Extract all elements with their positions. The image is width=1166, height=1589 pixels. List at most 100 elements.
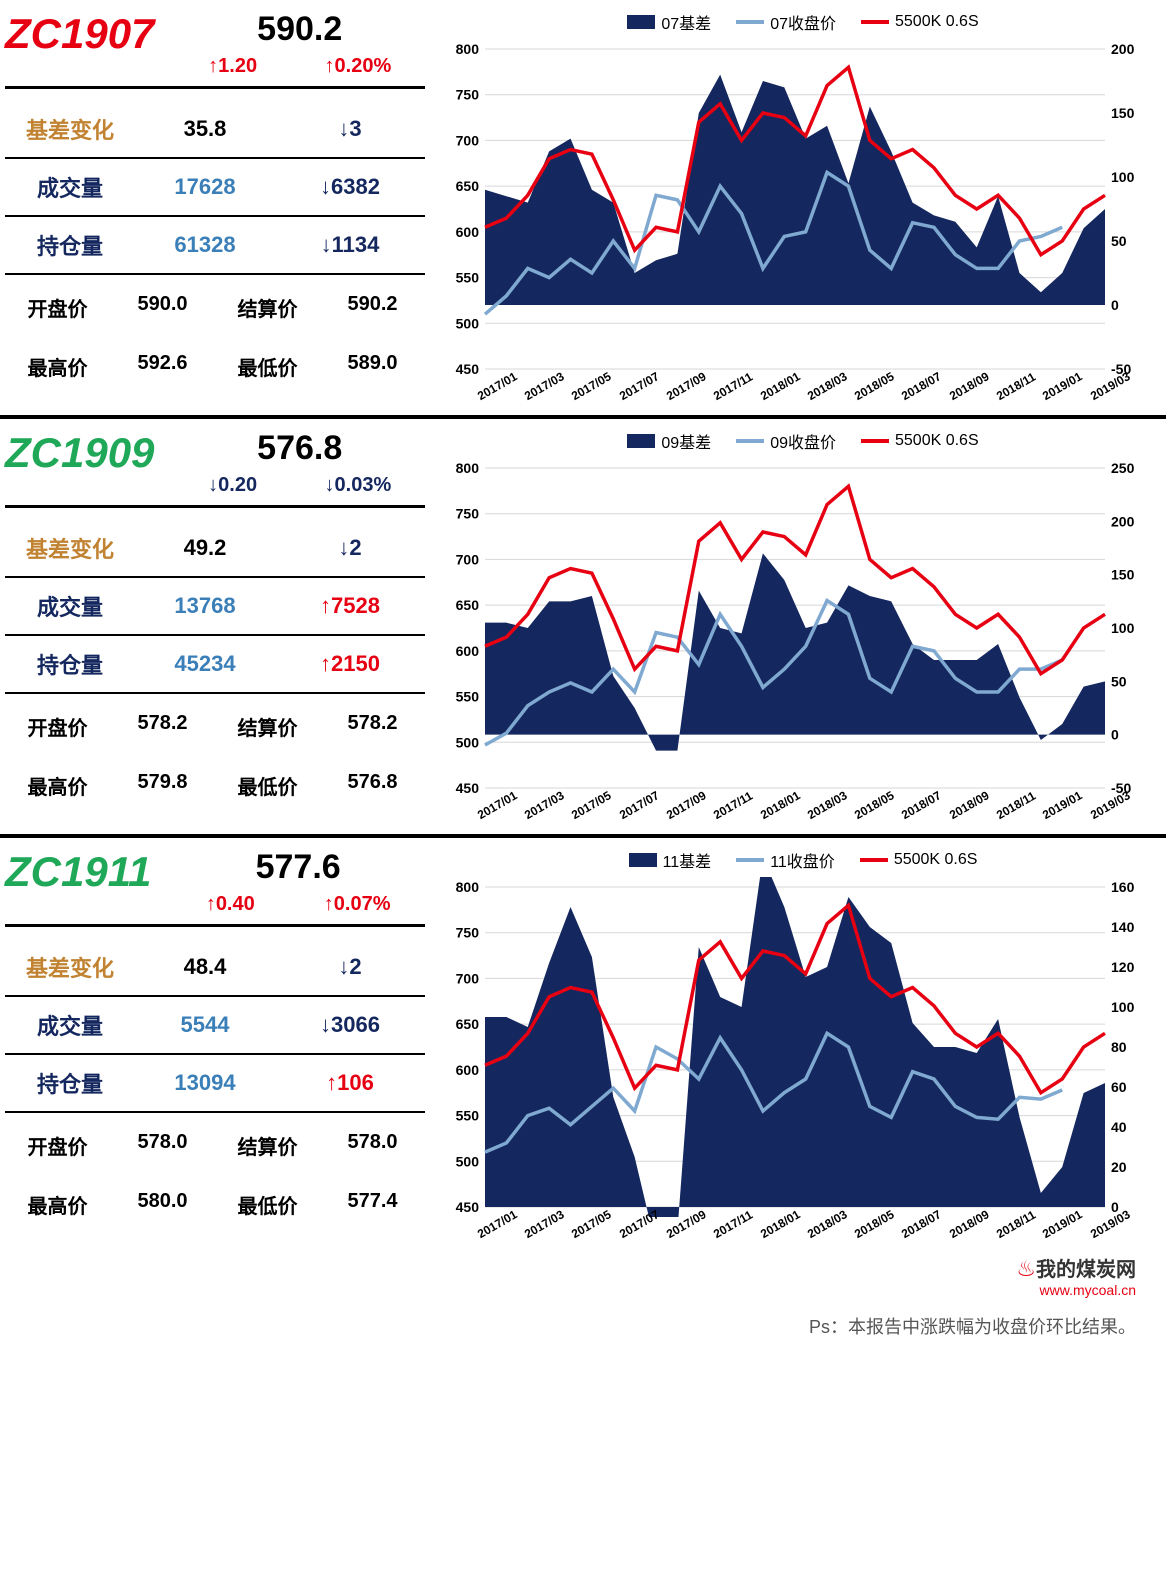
sub-value: 589.0 (320, 352, 425, 381)
last-price: 577.6 (171, 848, 425, 887)
svg-text:140: 140 (1111, 919, 1135, 935)
chart-area: 07基差07收盘价5500K 0.6S450500550600650700750… (425, 10, 1161, 405)
legend-swatch (736, 20, 764, 24)
chart-canvas: 450500550600650700750800-500501001502002… (445, 458, 1161, 798)
sub-value: 578.0 (320, 1131, 425, 1160)
metric-value: 48.4 (135, 954, 275, 980)
panel-ZC1907: ZC1907590.2↑1.20↑0.20%基差变化35.8↓3成交量17628… (0, 0, 1166, 419)
svg-text:650: 650 (456, 1016, 480, 1032)
legend-item: 09基差 (627, 429, 711, 453)
svg-text:450: 450 (456, 1199, 480, 1215)
footer-note: Ps：本报告中涨跌幅为收盘价环比结果。 (0, 1298, 1166, 1344)
metric-delta: ↓2 (275, 954, 425, 980)
sub-value: 592.6 (110, 352, 215, 381)
legend-item: 07基差 (627, 10, 711, 34)
price-grid: 开盘价578.0结算价578.0最高价580.0最低价577.4 (5, 1131, 425, 1219)
legend-swatch (627, 15, 655, 29)
ticker-symbol: ZC1907 (5, 10, 174, 58)
svg-text:600: 600 (456, 1062, 480, 1078)
legend-swatch (861, 439, 889, 443)
metric-row: 成交量5544↓3066 (5, 997, 425, 1055)
change-abs: ↓0.20 (208, 474, 257, 497)
sub-label: 最低价 (215, 771, 320, 800)
metric-value: 17628 (135, 174, 275, 200)
chart-area: 09基差09收盘价5500K 0.6S450500550600650700750… (425, 429, 1161, 824)
metric-value: 13094 (135, 1070, 275, 1096)
sub-value: 578.0 (110, 1131, 215, 1160)
metric-label: 基差变化 (5, 532, 135, 564)
svg-text:0: 0 (1111, 727, 1119, 743)
sub-label: 最高价 (5, 771, 110, 800)
metric-label: 成交量 (5, 1009, 135, 1041)
flame-icon: ♨ (1016, 1256, 1036, 1281)
metric-row: 基差变化35.8↓3 (5, 101, 425, 159)
svg-text:750: 750 (456, 925, 480, 941)
legend-item: 5500K 0.6S (860, 848, 978, 872)
metric-label: 持仓量 (5, 1067, 135, 1099)
legend-item: 09收盘价 (736, 429, 836, 453)
sub-label: 最高价 (5, 1190, 110, 1219)
legend-text: 09基差 (661, 429, 711, 453)
svg-text:600: 600 (456, 224, 480, 240)
metric-value: 45234 (135, 651, 275, 677)
legend-text: 11收盘价 (770, 848, 835, 872)
metric-label: 持仓量 (5, 648, 135, 680)
svg-text:40: 40 (1111, 1119, 1127, 1135)
data-table: ZC1909576.8↓0.20↓0.03%基差变化49.2↓2成交量13768… (5, 429, 425, 824)
metric-value: 35.8 (135, 116, 275, 142)
svg-text:550: 550 (456, 270, 480, 286)
svg-text:150: 150 (1111, 105, 1135, 121)
price-grid: 开盘价590.0结算价590.2最高价592.6最低价589.0 (5, 293, 425, 381)
legend-text: 11基差 (663, 848, 712, 872)
metric-value: 13768 (135, 593, 275, 619)
metric-delta: ↑106 (275, 1070, 425, 1096)
metric-row: 持仓量13094↑106 (5, 1055, 425, 1113)
svg-text:100: 100 (1111, 999, 1135, 1015)
metric-delta: ↓1134 (275, 232, 425, 258)
svg-text:50: 50 (1111, 673, 1127, 689)
metric-label: 成交量 (5, 171, 135, 203)
last-price: 590.2 (174, 10, 425, 49)
sub-label: 开盘价 (5, 293, 110, 322)
sub-value: 590.0 (110, 293, 215, 322)
last-price: 576.8 (174, 429, 425, 468)
svg-text:200: 200 (1111, 513, 1135, 529)
metric-value: 49.2 (135, 535, 275, 561)
legend-text: 5500K 0.6S (895, 13, 979, 31)
svg-text:120: 120 (1111, 959, 1135, 975)
sub-label: 开盘价 (5, 1131, 110, 1160)
ticker-symbol: ZC1909 (5, 429, 174, 477)
legend-item: 11收盘价 (736, 848, 835, 872)
x-axis-labels: 2017/012017/032017/052017/072017/092017/… (445, 798, 1161, 824)
x-axis-labels: 2017/012017/032017/052017/072017/092017/… (445, 1217, 1161, 1243)
sub-value: 577.4 (320, 1190, 425, 1219)
price-grid: 开盘价578.2结算价578.2最高价579.8最低价576.8 (5, 712, 425, 800)
legend-swatch (861, 20, 889, 24)
svg-text:80: 80 (1111, 1039, 1127, 1055)
legend-item: 11基差 (629, 848, 712, 872)
chart-legend: 11基差 11收盘价 5500K 0.6S (445, 848, 1161, 872)
metric-label: 基差变化 (5, 113, 135, 145)
svg-text:550: 550 (456, 1108, 480, 1124)
svg-text:60: 60 (1111, 1079, 1127, 1095)
svg-text:50: 50 (1111, 233, 1127, 249)
svg-text:750: 750 (456, 87, 480, 103)
sub-value: 579.8 (110, 771, 215, 800)
sub-label: 最低价 (215, 352, 320, 381)
sub-label: 结算价 (215, 293, 320, 322)
metric-delta: ↑7528 (275, 593, 425, 619)
x-axis-labels: 2017/012017/032017/052017/072017/092017/… (445, 379, 1161, 405)
legend-swatch (627, 434, 655, 448)
metric-row: 持仓量45234↑2150 (5, 636, 425, 694)
svg-text:700: 700 (456, 132, 480, 148)
metric-value: 5544 (135, 1012, 275, 1038)
svg-text:150: 150 (1111, 567, 1135, 583)
change-pct: ↑0.07% (324, 893, 391, 916)
legend-swatch (629, 853, 657, 867)
svg-text:550: 550 (456, 689, 480, 705)
svg-text:0: 0 (1111, 297, 1119, 313)
svg-text:800: 800 (456, 41, 480, 57)
ticker-symbol: ZC1911 (5, 848, 171, 896)
sub-value: 590.2 (320, 293, 425, 322)
sub-label: 最低价 (215, 1190, 320, 1219)
